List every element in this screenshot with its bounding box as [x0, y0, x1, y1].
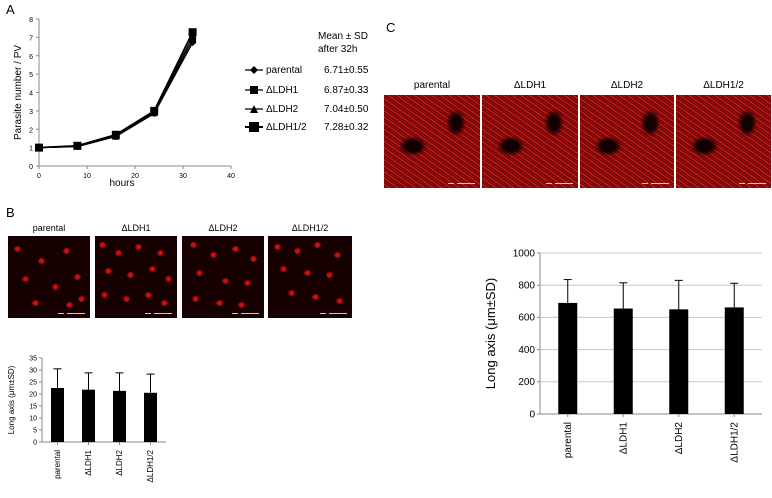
bar [724, 307, 744, 414]
y-tick-label: 25 [29, 379, 37, 386]
image-label-ldh2: ΔLDH2 [208, 223, 238, 233]
y-tick-label: 0 [33, 439, 37, 446]
micrograph-ldh2 [182, 236, 264, 318]
legend-header-line2: after 32h [318, 44, 358, 55]
y-tick-label: 7 [29, 35, 33, 42]
y-tick-label: 600 [518, 313, 535, 324]
long-axis-bar-chart-b: 0 5 10 15 20 25 30 35 parental ΔLDH1 ΔLDH2 ΔLDH1/2 L… [7, 355, 166, 482]
category-label: parental [563, 422, 574, 458]
y-tick-label: 800 [518, 281, 535, 292]
legend-value: 6.87±0.33 [324, 84, 369, 96]
category-label: ΔLDH2 [674, 422, 685, 455]
square-marker-icon [245, 86, 263, 94]
x-tick-label: 30 [179, 173, 187, 180]
bar [51, 388, 64, 442]
y-tick-label: 2 [29, 127, 33, 134]
y-axis-label: Parasite number / PV [13, 45, 24, 140]
data-point [111, 130, 120, 139]
image-label-ldh12: ΔLDH1/2 [703, 80, 744, 91]
category-label: ΔLDH1 [84, 449, 93, 475]
image-label-ldh12: ΔLDH1/2 [291, 223, 329, 233]
image-label-ldh2: ΔLDH2 [610, 80, 644, 91]
y-tick-label: 8 [29, 17, 33, 24]
bar [82, 389, 95, 442]
y-tick-label: 30 [29, 367, 37, 374]
x-tick-label: 20 [131, 173, 139, 180]
data-point [189, 33, 197, 40]
micrograph-ldh12 [268, 236, 352, 318]
diamond-marker-icon [245, 66, 263, 74]
y-tick-label: 15 [29, 403, 37, 410]
image-label-parental: parental [32, 223, 66, 233]
micrograph-parental [8, 236, 90, 318]
panel-letter-b: B [6, 205, 15, 220]
y-tick-label: 20 [29, 391, 37, 398]
y-tick-label: 6 [29, 54, 33, 61]
y-tick-label: 3 [29, 109, 33, 116]
legend-label: ΔLDH1 [266, 84, 299, 96]
legend-header-line1: Mean ± SD [318, 31, 368, 42]
series-line [38, 31, 194, 149]
bar [113, 390, 126, 442]
y-tick-label: 200 [518, 377, 535, 388]
legend-value: 7.04±0.50 [324, 103, 369, 115]
category-label: ΔLDH1/2 [730, 422, 741, 463]
legend-value: 6.71±0.55 [324, 64, 369, 76]
bar [144, 392, 157, 442]
growth-line-chart: 0 1 2 3 4 5 6 7 8 0 10 20 30 40 hours Parasite number /… [13, 17, 235, 189]
legend-value: 7.28±0.32 [324, 121, 369, 133]
data-point [188, 28, 197, 37]
category-label: ΔLDH1/2 [146, 449, 155, 482]
x-axis-label: hours [109, 178, 134, 189]
bar [613, 308, 633, 414]
legend-item-ldh12: ΔLDH1/2 7.28±0.32 [245, 119, 368, 135]
y-tick-label: 0 [29, 164, 33, 171]
x-tick-label: 10 [83, 173, 91, 180]
category-label: ΔLDH1 [619, 422, 630, 455]
bar [669, 309, 689, 414]
triangle-marker-icon [245, 105, 263, 113]
image-label-ldh1: ΔLDH1 [121, 223, 151, 233]
long-axis-bar-chart-c: 0 200 400 600 800 1000 parental ΔLDH1 ΔLDH2 ΔLDH1… [483, 248, 762, 463]
square-marker-icon [245, 122, 263, 132]
y-tick-label: 10 [29, 415, 37, 422]
x-tick-label: 40 [227, 173, 235, 180]
legend-label: ΔLDH1/2 [266, 121, 307, 133]
y-tick-label: 400 [518, 345, 535, 356]
data-point [73, 141, 82, 150]
data-point [150, 106, 159, 115]
y-tick-label: 0 [529, 409, 535, 420]
legend-item-ldh2: ΔLDH2 7.04±0.50 [245, 101, 368, 117]
data-point [189, 36, 197, 44]
x-tick-label: 0 [37, 173, 41, 180]
y-tick-label: 4 [29, 91, 33, 98]
category-label: ΔLDH2 [115, 449, 124, 475]
data-point [35, 143, 43, 152]
y-axis-label: Long axis (μm±SD) [483, 278, 498, 389]
micrograph-ldh2 [580, 95, 674, 188]
panel-letter-a: A [6, 2, 15, 17]
bar [558, 302, 578, 414]
category-label: parental [53, 450, 62, 479]
y-tick-label: 1 [29, 146, 33, 153]
y-tick-label: 5 [29, 72, 33, 79]
micrograph-ldh1 [95, 236, 177, 318]
legend-header: Mean ± SD after 32h [318, 30, 368, 56]
legend-item-ldh1: ΔLDH1 6.87±0.33 [245, 82, 368, 98]
image-label-ldh1: ΔLDH1 [513, 80, 547, 91]
y-tick-label: 5 [33, 427, 37, 434]
image-label-parental: parental [413, 80, 451, 91]
legend-label: ΔLDH2 [266, 103, 299, 115]
y-axis-label: Long axis (μm±SD) [7, 365, 16, 434]
micrograph-ldh12 [676, 95, 771, 188]
legend-label: parental [266, 64, 303, 76]
y-tick-label: 35 [29, 355, 37, 362]
micrograph-parental [384, 95, 480, 188]
y-tick-label: 1000 [513, 248, 536, 259]
micrograph-ldh1 [482, 95, 578, 188]
panel-letter-c: C [386, 20, 396, 35]
legend-item-parental: parental 6.71±0.55 [245, 62, 368, 78]
